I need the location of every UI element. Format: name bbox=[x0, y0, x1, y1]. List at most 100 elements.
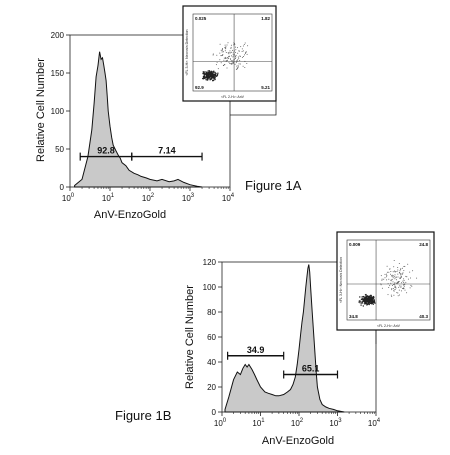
inset-dot bbox=[368, 303, 369, 304]
inset-dot bbox=[239, 63, 240, 64]
inset-dot bbox=[236, 66, 237, 67]
inset-dot bbox=[246, 51, 247, 52]
inset-dot bbox=[404, 284, 405, 285]
inset-dot bbox=[405, 282, 406, 283]
x-tick-label: 104 bbox=[222, 193, 235, 203]
inset-dot bbox=[229, 56, 230, 57]
inset-dot bbox=[396, 279, 397, 280]
inset-dot bbox=[388, 294, 389, 295]
inset-dot bbox=[392, 285, 393, 286]
inset-dot bbox=[393, 284, 394, 285]
inset-dot bbox=[405, 290, 406, 291]
inset-dot bbox=[400, 270, 401, 271]
inset-dot bbox=[204, 74, 205, 75]
inset-dot bbox=[207, 78, 208, 79]
inset-dot bbox=[206, 74, 207, 75]
inset-dot bbox=[236, 62, 237, 63]
inset-dot bbox=[391, 296, 392, 297]
inset-dot bbox=[224, 64, 225, 65]
inset-dot bbox=[359, 296, 360, 297]
inset-dot bbox=[217, 74, 218, 75]
inset-dot bbox=[394, 284, 395, 285]
inset-dot bbox=[382, 288, 383, 289]
inset-dot bbox=[401, 286, 402, 287]
inset-dot bbox=[239, 51, 240, 52]
inset-dot bbox=[370, 295, 371, 296]
inset-dot bbox=[388, 272, 389, 273]
inset-dot bbox=[395, 289, 396, 290]
inset-dot bbox=[395, 286, 396, 287]
inset-dot bbox=[219, 53, 220, 54]
inset-dot bbox=[237, 53, 238, 54]
inset-dot bbox=[374, 302, 375, 303]
x-tick-label: 101 bbox=[252, 418, 265, 428]
inset-dot bbox=[225, 58, 226, 59]
inset-dot bbox=[401, 277, 402, 278]
inset-dot bbox=[235, 49, 236, 50]
y-tick-label: 0 bbox=[60, 183, 65, 192]
inset-dot bbox=[238, 58, 239, 59]
inset-dot bbox=[391, 275, 392, 276]
inset-dot bbox=[235, 64, 236, 65]
y-tick-label: 20 bbox=[207, 383, 216, 392]
inset-dot bbox=[403, 282, 404, 283]
inset-dot bbox=[217, 62, 218, 63]
inset-dot bbox=[244, 54, 245, 55]
y-tick-label: 200 bbox=[51, 31, 65, 40]
quadrant-label: 0.009 bbox=[349, 242, 361, 247]
inset-dot bbox=[229, 62, 230, 63]
x-tick-label: 100 bbox=[214, 418, 227, 428]
inset-dot bbox=[213, 77, 214, 78]
inset-dot bbox=[231, 55, 232, 56]
inset-dot bbox=[389, 269, 390, 270]
inset-dot bbox=[209, 73, 210, 74]
inset-dot bbox=[244, 67, 245, 68]
inset-dot bbox=[369, 296, 370, 297]
inset-dot bbox=[388, 287, 389, 288]
inset-dot bbox=[236, 69, 237, 70]
inset-dot bbox=[222, 48, 223, 49]
inset-dot bbox=[364, 300, 365, 301]
inset-dot bbox=[219, 59, 220, 60]
inset-dot bbox=[243, 56, 244, 57]
inset-dot bbox=[225, 57, 226, 58]
inset-dot bbox=[206, 76, 207, 77]
y-tick-label: 40 bbox=[207, 358, 216, 367]
inset-dot bbox=[234, 55, 235, 56]
inset-dot bbox=[406, 292, 407, 293]
inset-dot bbox=[361, 299, 362, 300]
inset-dot bbox=[234, 54, 235, 55]
inset-dot bbox=[391, 295, 392, 296]
inset-dot bbox=[364, 301, 365, 302]
inset-dot bbox=[243, 46, 244, 47]
inset-dot bbox=[235, 47, 236, 48]
inset-dot bbox=[237, 47, 238, 48]
inset-dot bbox=[399, 295, 400, 296]
quadrant-label: 24.8 bbox=[419, 242, 428, 247]
x-tick-label: 101 bbox=[102, 193, 115, 203]
inset-dot bbox=[216, 76, 217, 77]
inset-dot bbox=[213, 75, 214, 76]
inset-dot bbox=[360, 301, 361, 302]
inset-dot bbox=[220, 44, 221, 45]
inset-dot bbox=[367, 301, 368, 302]
inset-dot bbox=[205, 79, 206, 80]
inset-dot bbox=[234, 61, 235, 62]
inset-dot bbox=[231, 45, 232, 46]
inset-dot bbox=[211, 71, 212, 72]
inset-dot bbox=[234, 51, 235, 52]
gate-label: 7.14 bbox=[158, 146, 176, 156]
inset-dot bbox=[222, 52, 223, 53]
inset-dot bbox=[221, 62, 222, 63]
quadrant-label: 40.3 bbox=[419, 314, 428, 319]
inset-dot bbox=[212, 73, 213, 74]
inset-dot bbox=[396, 292, 397, 293]
inset-dot bbox=[397, 271, 398, 272]
inset-dot bbox=[393, 295, 394, 296]
inset-dot bbox=[235, 58, 236, 59]
inset-dot bbox=[371, 297, 372, 298]
inset-dot bbox=[373, 304, 374, 305]
inset-dot bbox=[245, 53, 246, 54]
gate-label: 65.1 bbox=[302, 364, 320, 374]
